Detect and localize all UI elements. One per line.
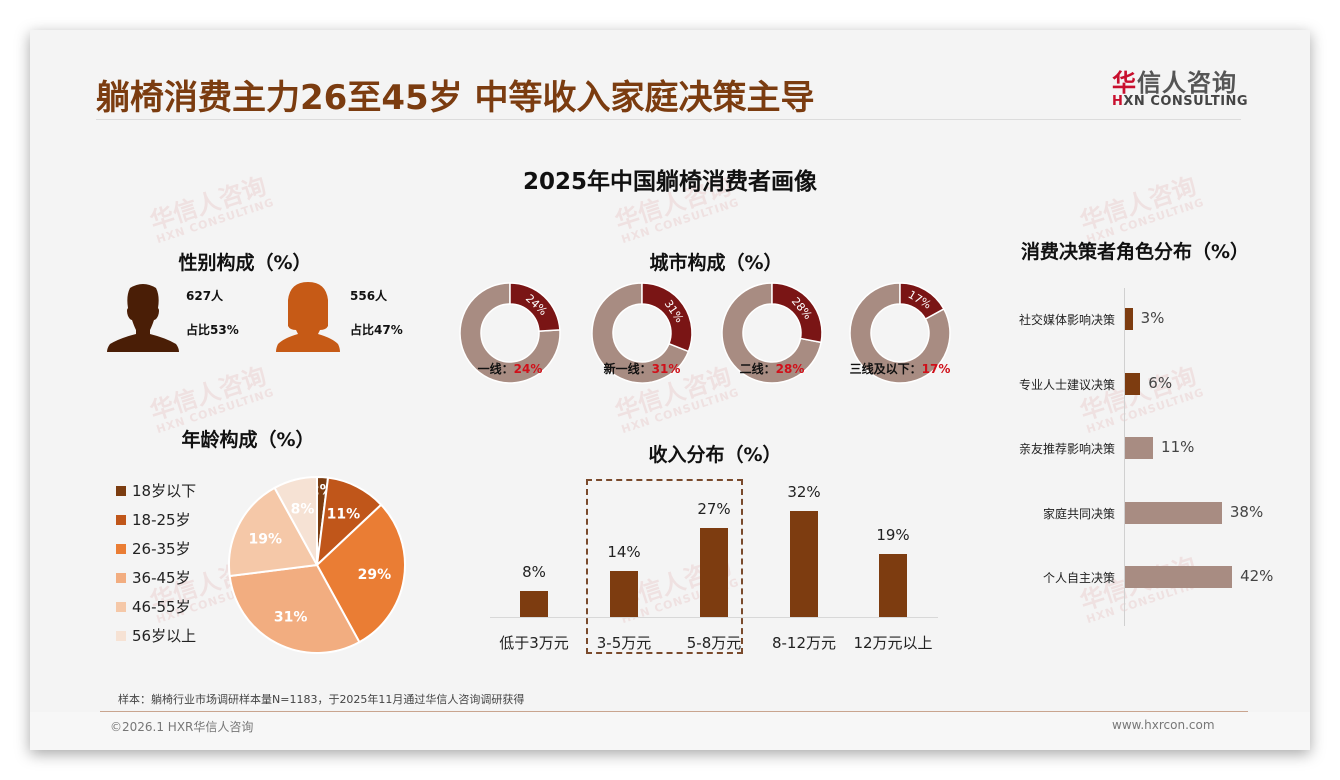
male-silhouette-icon	[107, 284, 179, 352]
bar-value: 14%	[607, 542, 641, 561]
decision-title: 消费决策者角色分布（%）	[1020, 241, 1250, 263]
legend-swatch	[116, 630, 126, 641]
income-axis	[490, 617, 938, 618]
gender-title: 性别构成（%）	[178, 252, 312, 274]
hbar-value: 3%	[1140, 309, 1165, 327]
pie-label: 19%	[248, 532, 282, 548]
bar-value: 19%	[876, 526, 910, 545]
pie-slice	[315, 503, 406, 644]
city-donut: 24%	[459, 282, 561, 384]
city-donut: 31%	[591, 282, 693, 384]
legend-item: 26-35岁	[116, 534, 196, 563]
legend-swatch	[116, 514, 126, 525]
logo: 华信人咨询	[1112, 69, 1237, 97]
legend-item: 56岁以上	[116, 621, 196, 650]
bar-category: 3-5万元	[596, 634, 652, 652]
bar-value: 32%	[787, 483, 821, 502]
hbar	[1125, 373, 1141, 395]
pie-slice	[273, 475, 318, 566]
hbar	[1125, 502, 1222, 524]
bar-category: 8-12万元	[771, 634, 837, 652]
legend-swatch	[116, 572, 126, 583]
bar-value: 27%	[697, 499, 731, 518]
decision-axis	[1124, 288, 1125, 626]
legend-item: 36-45岁	[116, 563, 196, 592]
main-title: 2025年中国躺椅消费者画像	[522, 169, 817, 195]
hbar-category: 亲友推荐影响决策	[1018, 442, 1115, 456]
income-bar	[520, 590, 548, 617]
pie-label: 8%	[291, 502, 315, 518]
bar-category: 5-8万元	[686, 634, 742, 652]
city-label: 三线及以下：17%	[849, 362, 951, 376]
age-pie-chart: 2%11%29%31%19%8%	[228, 475, 406, 654]
city-title: 城市构成（%）	[649, 252, 783, 274]
highlight-box	[586, 479, 743, 654]
legend-swatch	[116, 601, 126, 612]
male-share: 占比53%	[186, 323, 239, 337]
income-bar	[700, 527, 728, 617]
legend-item: 18-25岁	[116, 505, 196, 534]
city-donut: 28%	[721, 282, 823, 384]
age-title: 年龄构成（%）	[181, 429, 315, 451]
sample-note: 样本：躺椅行业市场调研样本量N=1183，于2025年11月通过华信人咨询调研获…	[118, 693, 525, 706]
pie-slice	[228, 486, 319, 578]
pie-label: 29%	[358, 567, 392, 583]
pie-label: 31%	[274, 610, 308, 626]
legend-item: 18岁以下	[116, 476, 196, 505]
hbar-category: 专业人士建议决策	[1018, 378, 1115, 392]
age-legend: 18岁以下 18-25岁 26-35岁 36-45岁 46-55岁 56岁以上	[116, 476, 196, 650]
footer-band	[30, 712, 1310, 750]
legend-swatch	[116, 543, 126, 554]
pie-slice	[228, 563, 361, 654]
female-silhouette-icon	[276, 282, 340, 352]
hbar-category: 家庭共同决策	[1042, 507, 1115, 521]
website-link[interactable]: www.hxrcon.com	[1112, 718, 1215, 732]
hbar-category: 社交媒体影响决策	[1018, 313, 1115, 327]
city-label: 二线：28%	[739, 362, 805, 376]
hbar-value: 42%	[1240, 567, 1274, 585]
slide: 华信人咨询 HXN CONSULTING 华信人咨询 HXN CONSULTING …	[30, 30, 1310, 750]
bar-category: 低于3万元	[499, 634, 569, 652]
hbar-value: 38%	[1229, 503, 1264, 521]
hbar-category: 个人自主决策	[1042, 571, 1115, 585]
page-title: 躺椅消费主力26至45岁 中等收入家庭决策主导	[96, 78, 815, 118]
city-label: 一线：24%	[477, 362, 543, 376]
hbar	[1125, 437, 1154, 459]
footer-divider	[100, 711, 1248, 712]
hbar-value: 6%	[1148, 374, 1173, 392]
income-bar	[790, 511, 818, 617]
income-title: 收入分布（%）	[648, 444, 782, 466]
copyright: ©2026.1 HXR华信人咨询	[110, 720, 254, 734]
income-bar	[879, 554, 907, 617]
city-donut: 17%	[849, 282, 951, 384]
female-count: 556人	[350, 289, 388, 303]
hbar	[1125, 566, 1233, 588]
female-share: 占比47%	[350, 323, 403, 337]
income-bar	[610, 570, 638, 617]
legend-swatch	[116, 485, 126, 496]
city-label: 新一线：31%	[603, 362, 681, 376]
legend-item: 46-55岁	[116, 592, 196, 621]
male-count: 627人	[186, 289, 224, 303]
hbar-value: 11%	[1161, 438, 1195, 456]
pie-label: 11%	[327, 506, 361, 522]
hbar	[1125, 308, 1133, 330]
bar-category: 12万元以上	[853, 634, 933, 652]
bar-value: 8%	[522, 562, 546, 581]
logo-subtitle: HXN CONSULTING	[1112, 94, 1249, 109]
title-divider	[96, 119, 1241, 120]
